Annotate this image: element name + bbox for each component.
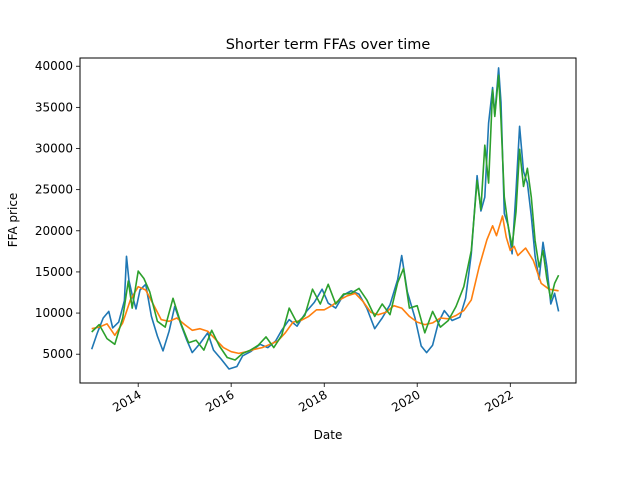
- x-tick-group: 2014 2016 2018 2020 2022: [110, 383, 516, 415]
- y-tick-label: 30000: [35, 142, 73, 156]
- series-layer: [90, 67, 560, 370]
- y-axis-label: FFA price: [6, 193, 20, 248]
- y-tick-label: 10000: [35, 306, 73, 320]
- y-tick-label: 15000: [35, 265, 73, 279]
- y-tick-label: 40000: [35, 59, 73, 73]
- series-line-1: [90, 67, 560, 370]
- plot-frame: [79, 57, 577, 384]
- x-tick-label: 2016: [203, 387, 236, 414]
- y-tick-label: 35000: [35, 100, 73, 114]
- y-tick-label: 25000: [35, 183, 73, 197]
- x-tick-label: 2022: [482, 387, 515, 414]
- y-tick-group: 5000 10000 15000 20000 25000 30000 35000 40000: [35, 59, 80, 361]
- y-tick-label: 5000: [42, 347, 73, 361]
- x-tick-label: 2020: [389, 387, 422, 414]
- x-axis-label: Date: [314, 428, 343, 442]
- chart-title: Shorter term FFAs over time: [226, 37, 431, 53]
- y-tick-label: 20000: [35, 224, 73, 238]
- series-line-2: [91, 215, 559, 355]
- x-tick-label: 2018: [296, 387, 329, 414]
- series-line-3: [91, 74, 560, 361]
- x-tick-label: 2014: [110, 387, 143, 414]
